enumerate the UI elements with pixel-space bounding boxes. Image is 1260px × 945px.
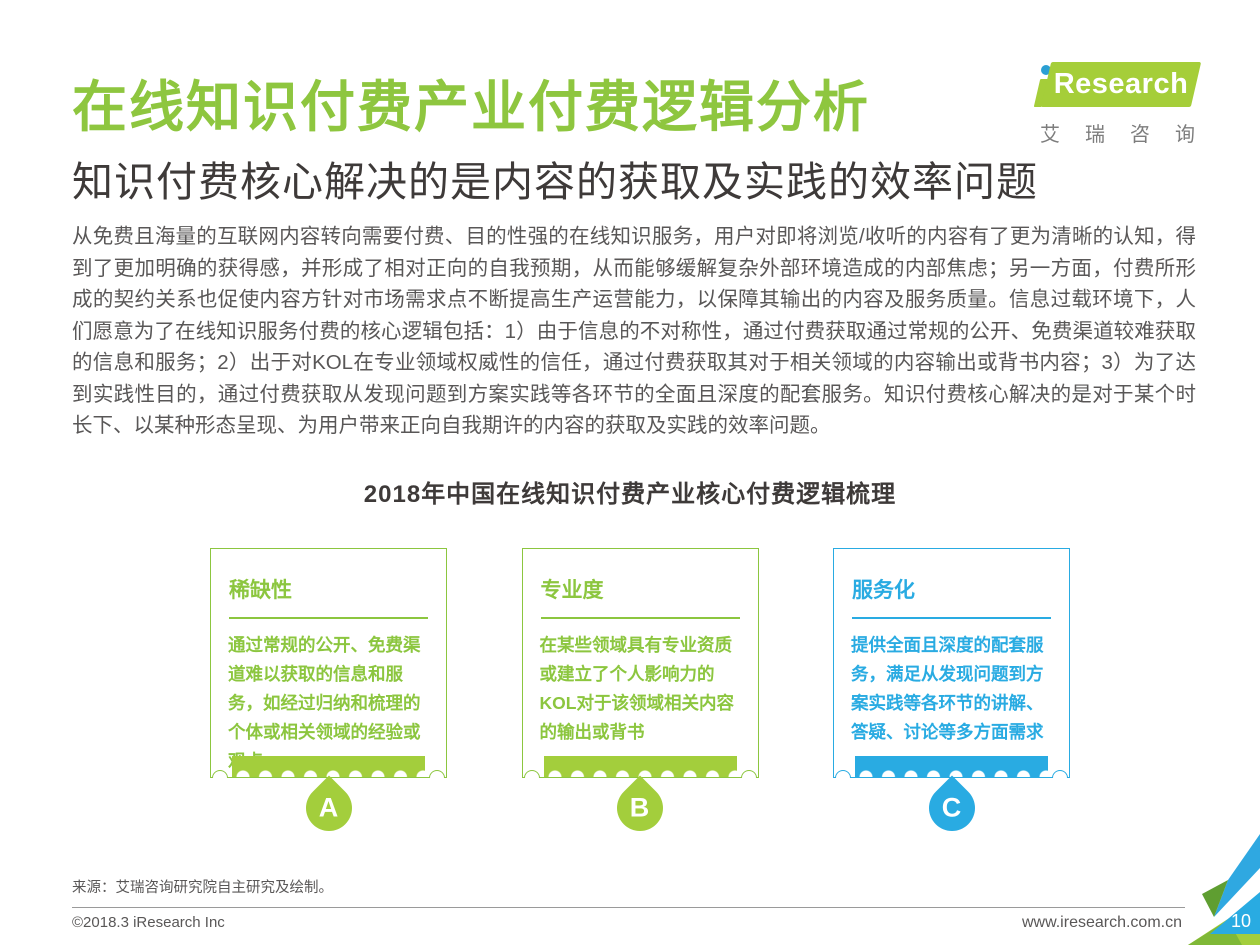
logo-i-dot-icon [1041,65,1051,75]
website-text: www.iresearch.com.cn [1021,914,1182,931]
logo-caption: 艾 瑞 咨 询 [1040,118,1195,147]
scallop-bar [855,756,1048,777]
logo-caption-char: 咨 [1130,124,1150,146]
corner-notch-icon [1052,770,1068,778]
card-scarcity: 稀缺性 通过常规的公开、免费渠道难以获取的信息和服务，如经过归纳和梳理的个体或相… [210,548,447,778]
corner-notch-icon [740,770,757,778]
card-divider [540,617,740,619]
logo-brand-text: Research [1053,68,1189,100]
card-service: 服务化 提供全面且深度的配套服务，满足从发现问题到方案实践等各环节的讲解、答疑、… [833,548,1070,778]
logo-caption-char: 询 [1175,124,1195,146]
footer-divider [72,907,1185,908]
card-column-service: 服务化 提供全面且深度的配套服务，满足从发现问题到方案实践等各环节的讲解、答疑、… [833,548,1070,841]
corner-graphic [1188,834,1260,945]
drop-marker-a: A [295,775,362,841]
iresearch-logo: Research 艾 瑞 咨 询 [1030,62,1202,147]
corner-notch-icon [212,770,228,778]
logo-caption-char: 艾 [1040,124,1060,146]
card-title: 专业度 [540,579,604,602]
drop-marker-b: B [607,775,673,841]
card-text: 在某些领域具有专业资质或建立了个人影响力的KOL对于该领域相关内容的输出或背书 [539,635,734,742]
page-number: 10 [1230,911,1251,931]
card-divider [229,617,428,619]
card-text: 提供全面且深度的配套服务，满足从发现问题到方案实践等各环节的讲解、答疑、讨论等多… [851,635,1044,742]
card-professionalism: 专业度 在某些领域具有专业资质或建立了个人影响力的KOL对于该领域相关内容的输出… [521,548,759,778]
card-column-scarcity: 稀缺性 通过常规的公开、免费渠道难以获取的信息和服务，如经过归纳和梳理的个体或相… [210,548,447,841]
drop-label: B [630,792,650,823]
corner-decoration: 10 [1140,820,1260,945]
copyright-text: ©2018.3 iResearch Inc [72,914,225,931]
card-column-professionalism: 专业度 在某些领域具有专业资质或建立了个人影响力的KOL对于该领域相关内容的输出… [521,548,759,841]
logo-caption-char: 瑞 [1085,124,1105,146]
card-divider [852,617,1051,619]
scallop-bar [232,756,425,777]
scallop-bar [543,756,737,777]
drop-marker-c: C [918,775,985,841]
page-subtitle: 知识付费核心解决的是内容的获取及实践的效率问题 [72,159,1038,205]
figure-title: 2018年中国在线知识付费产业核心付费逻辑梳理 [363,481,897,508]
drop-label: A [318,792,339,823]
logo-box: Research [1040,62,1202,107]
card-text: 通过常规的公开、免费渠道难以获取的信息和服务，如经过归纳和梳理的个体或相关领域的… [228,635,421,771]
logo-i-icon [1033,62,1051,108]
source-note: 来源：艾瑞咨询研究院自主研究及绘制。 [72,880,333,896]
figure-cards: 稀缺性 通过常规的公开、免费渠道难以获取的信息和服务，如经过归纳和梳理的个体或相… [210,548,1070,841]
card-title: 服务化 [852,579,915,602]
body-paragraph: 从免费且海量的互联网内容转向需要付费、目的性强的在线知识服务，用户对即将浏览/收… [72,225,1196,437]
corner-notch-icon [429,770,445,778]
corner-notch-icon [523,770,540,778]
corner-notch-icon [835,770,851,778]
page-title: 在线知识付费产业付费逻辑分析 [72,76,871,138]
drop-label: C [941,792,962,823]
card-title: 稀缺性 [229,579,292,602]
